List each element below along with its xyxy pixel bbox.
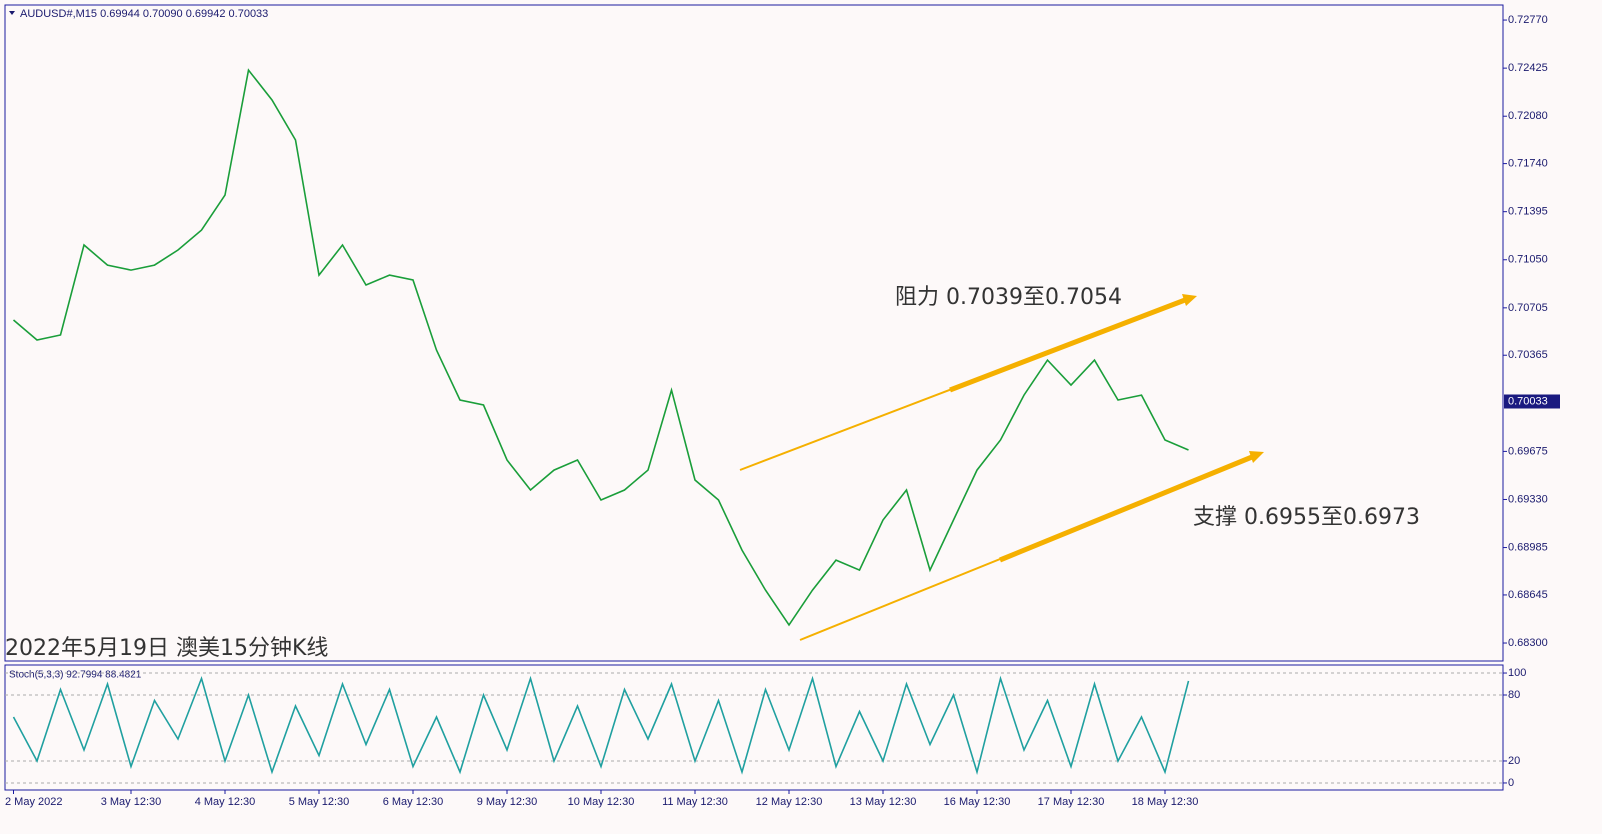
x-tick-label: 10 May 12:30 (568, 796, 635, 808)
collapse-icon (9, 11, 15, 15)
header: AUDUSD#,M15 0.69944 0.70090 0.69942 0.70… (20, 8, 268, 20)
y-tick-label: 0.72080 (1508, 110, 1548, 122)
y-tick-label: 0.70705 (1508, 302, 1548, 314)
stoch-label: Stoch(5,3,3) 92.7994 88.4821 (9, 670, 142, 681)
arrow-head (1182, 294, 1197, 306)
stoch-frame (4, 664, 1504, 791)
y-tick-label: 0.70365 (1508, 349, 1548, 361)
y-tick-label: 0.72425 (1508, 62, 1548, 74)
x-tick-label: 18 May 12:30 (1132, 796, 1199, 808)
x-tick-label: 2 May 2022 (5, 796, 62, 808)
y-tick-label: 80 (1508, 689, 1520, 701)
current-price-marker (1504, 394, 1560, 409)
x-tick-label: 3 May 12:30 (101, 796, 162, 808)
x-tick-label: 17 May 12:30 (1038, 796, 1105, 808)
y-tick-label: 0.69330 (1508, 493, 1548, 505)
x-tick-label: 6 May 12:30 (383, 796, 444, 808)
annotation: 阻力 0.7039至0.7054 (895, 285, 1122, 310)
arrow-head (1249, 451, 1264, 463)
y-tick-label: 100 (1508, 667, 1526, 679)
y-tick-label: 0.71395 (1508, 206, 1548, 218)
price-line (12, 68, 1189, 627)
x-tick-label: 11 May 12:30 (662, 796, 728, 808)
y-tick-label: 0 (1508, 777, 1514, 789)
x-tick-label: 9 May 12:30 (477, 796, 538, 808)
trend-arrows (739, 294, 1264, 641)
x-tick-label: 5 May 12:30 (289, 796, 350, 808)
x-tick-label: 16 May 12:30 (944, 796, 1011, 808)
trend-line (949, 297, 1186, 393)
caption: 2022年5月19日 澳美15分钟K线 (5, 636, 328, 661)
y-tick-label: 0.72770 (1508, 14, 1548, 26)
main-frame (4, 4, 1504, 662)
trend-line (999, 454, 1253, 563)
price-line (12, 675, 1190, 775)
current-price-label: 0.70033 (1508, 395, 1548, 407)
y-tick-label: 0.71050 (1508, 254, 1548, 266)
y-tick-label: 0.68985 (1508, 541, 1548, 553)
y-tick-label: 0.71740 (1508, 158, 1548, 170)
x-tick-label: 13 May 12:30 (850, 796, 917, 808)
y-tick-label: 20 (1508, 755, 1520, 767)
x-tick-label: 4 May 12:30 (195, 796, 256, 808)
y-tick-label: 0.68645 (1508, 589, 1548, 601)
y-tick-label: 0.69675 (1508, 445, 1548, 457)
annotation: 支撑 0.6955至0.6973 (1193, 505, 1420, 530)
x-tick-label: 12 May 12:30 (756, 796, 823, 808)
y-tick-label: 0.68300 (1508, 637, 1548, 649)
